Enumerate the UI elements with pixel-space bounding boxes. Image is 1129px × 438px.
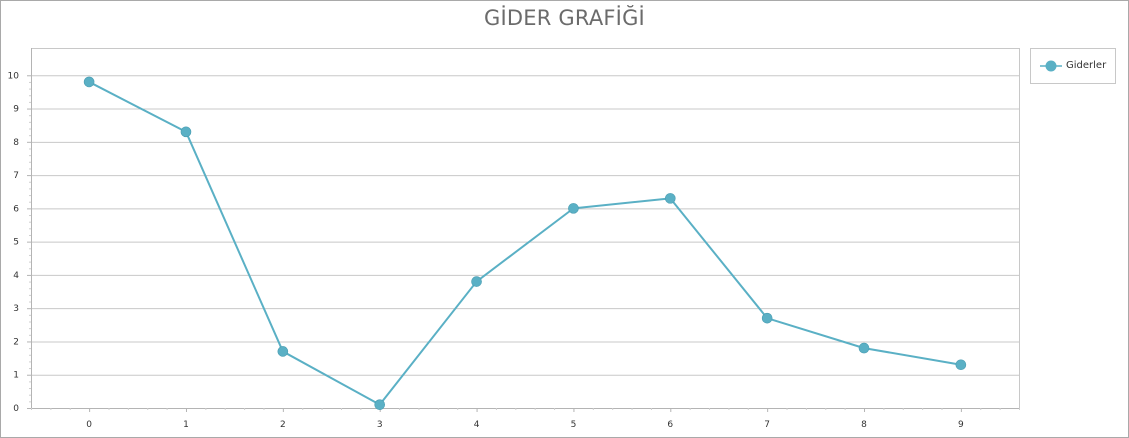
x-tick-label-7: 7 — [764, 420, 770, 430]
series-line-giderler — [88, 81, 962, 406]
data-point-1 — [180, 126, 192, 138]
x-tick-label-1: 1 — [183, 420, 189, 430]
legend: Giderler — [1030, 48, 1116, 84]
axes — [31, 48, 1019, 409]
y-tick-label-1: 1 — [13, 371, 19, 381]
chart-title: GİDER GRAFİĞİ — [484, 6, 645, 30]
y-axis-ticks: 0 1 2 3 4 5 6 7 8 9 10 — [8, 71, 31, 414]
x-tick-label-4: 4 — [474, 420, 480, 430]
plot-background — [31, 48, 1019, 408]
x-tick-label-5: 5 — [571, 420, 577, 430]
data-point-3 — [374, 399, 386, 410]
y-tick-label-8: 8 — [13, 138, 19, 148]
data-point-7 — [761, 312, 773, 324]
series-layer — [83, 76, 967, 410]
data-point-8 — [858, 342, 870, 354]
x-tick-label-8: 8 — [861, 420, 867, 430]
y-tick-label-6: 6 — [13, 204, 19, 214]
data-point-4 — [471, 276, 482, 287]
legend-marker-icon — [1040, 60, 1062, 72]
x-tick-label-2: 2 — [280, 420, 286, 430]
y-tick-label-10: 10 — [8, 71, 20, 81]
y-tick-label-2: 2 — [13, 337, 19, 347]
data-point-6 — [664, 193, 676, 204]
data-point-0 — [83, 76, 95, 88]
data-point-9 — [955, 359, 967, 371]
data-point-5 — [568, 203, 579, 214]
y-tick-label-3: 3 — [13, 304, 19, 314]
x-axis-ticks: 0 1 2 3 4 5 6 7 8 9 — [31, 408, 1020, 430]
x-tick-label-6: 6 — [667, 420, 673, 430]
y-tick-label-0: 0 — [13, 404, 19, 414]
y-tick-label-7: 7 — [13, 171, 19, 181]
x-tick-label-3: 3 — [377, 420, 383, 430]
x-tick-label-0: 0 — [86, 420, 92, 430]
y-tick-label-9: 9 — [13, 105, 19, 115]
plot-area — [31, 48, 1019, 408]
y-tick-label-5: 5 — [13, 238, 19, 248]
x-tick-label-9: 9 — [958, 420, 964, 430]
legend-label-giderler: Giderler — [1066, 60, 1107, 71]
data-point-2 — [277, 346, 289, 357]
y-tick-label-4: 4 — [13, 271, 19, 281]
grid-lines — [31, 48, 1020, 408]
